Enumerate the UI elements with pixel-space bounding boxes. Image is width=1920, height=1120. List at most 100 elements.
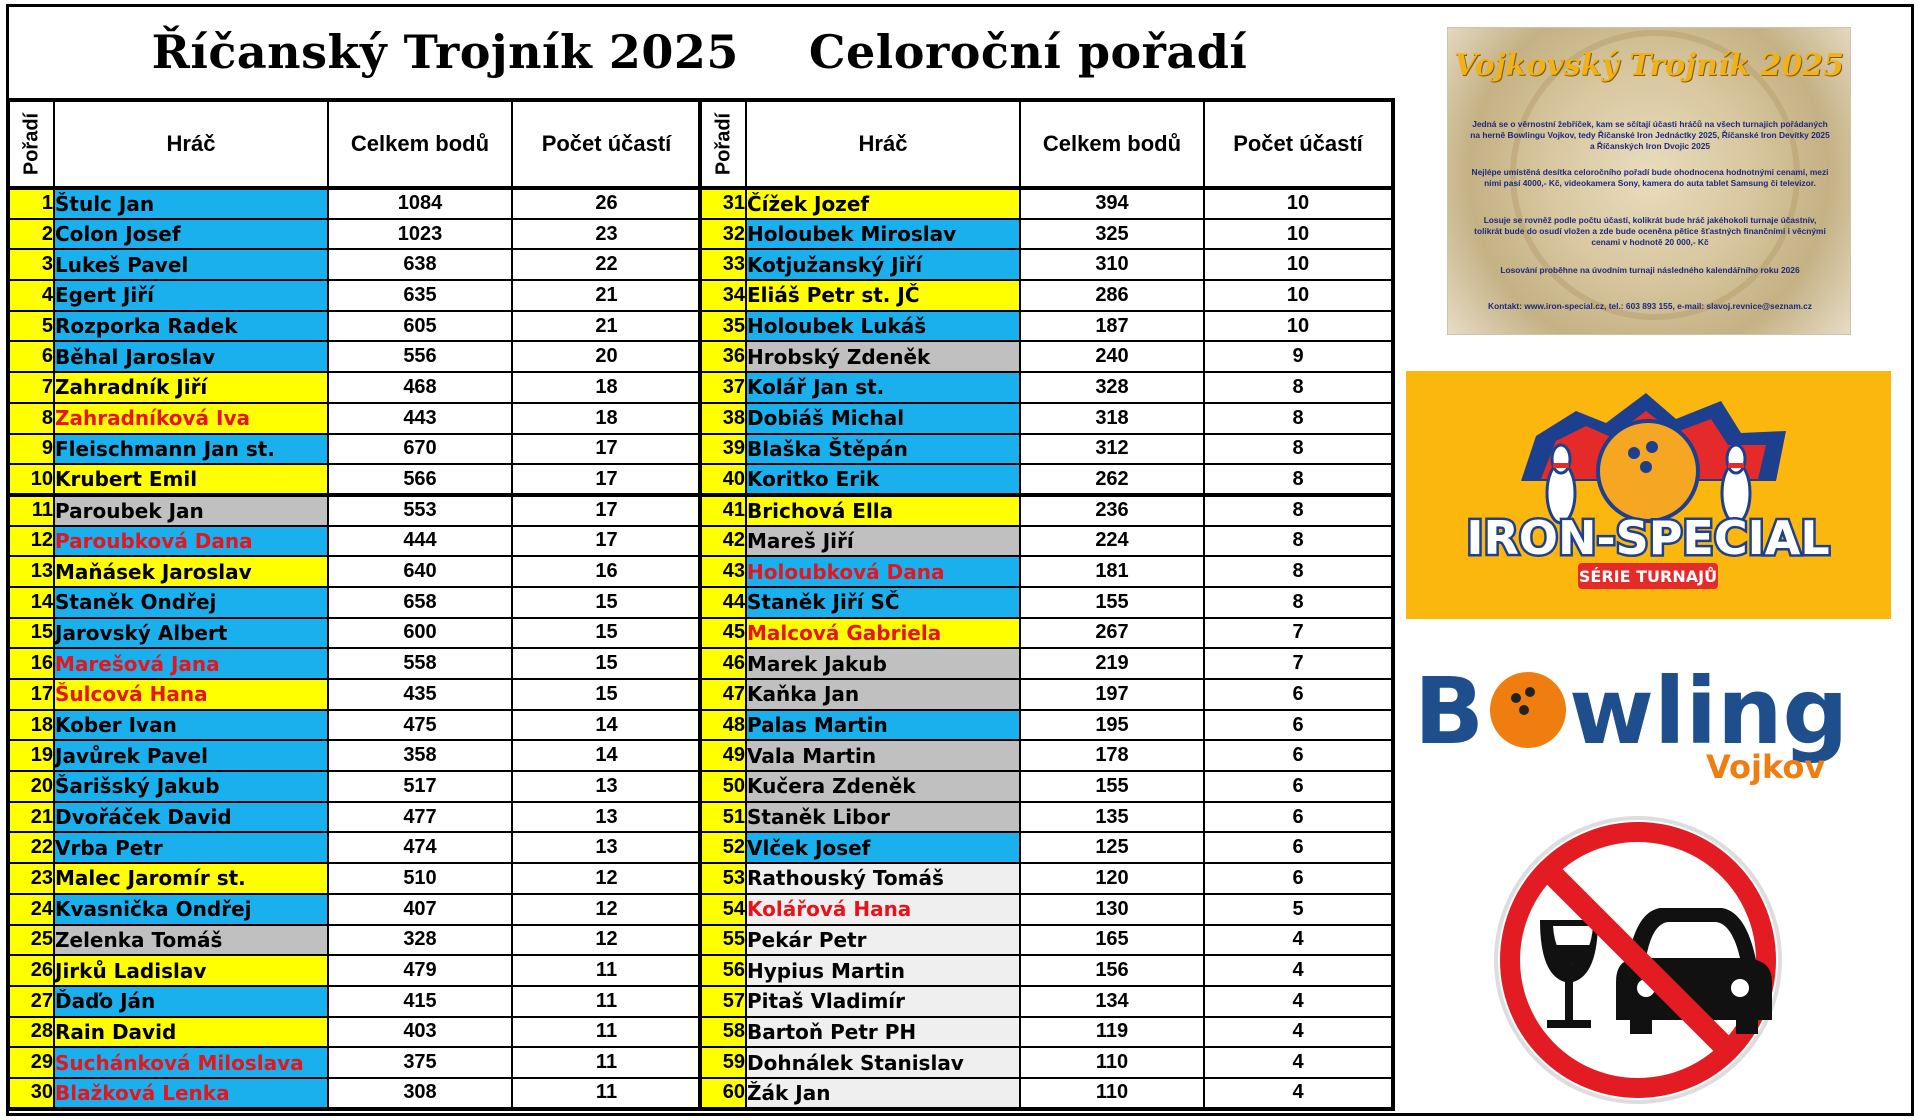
flyer-title: Vojkovský Trojník 2025	[1454, 48, 1844, 83]
rank-cell: 8	[7, 401, 55, 435]
player-name-cell: Paroubek Jan	[53, 492, 329, 527]
player-column-header: Hráč	[53, 98, 329, 190]
wine-glass-icon	[1540, 920, 1598, 1028]
count-cell: 4	[1203, 984, 1394, 1018]
table-row: 17 Šulcová Hana 435 15	[7, 678, 702, 711]
player-name-cell: Rain David	[53, 1015, 329, 1049]
table-row: 42 Mareš Jiří 224 8	[699, 524, 1394, 558]
table-row: 20 Šarišský Jakub 517 13	[7, 770, 702, 803]
table-row: 2 Colon Josef 1023 23	[7, 217, 702, 251]
page-title: Říčanský Trojník 2025 Celoroční pořadí	[6, 4, 1393, 100]
points-cell: 262	[1019, 463, 1205, 496]
table-row: 43 Holoubková Dana 181 8	[699, 555, 1394, 588]
player-name-cell: Malec Jaromír st.	[53, 862, 329, 895]
rank-cell: 6	[7, 340, 55, 374]
rank-cell: 59	[699, 1046, 747, 1079]
rank-cell: 52	[699, 831, 747, 865]
count-cell: 23	[511, 217, 702, 251]
count-cell: 26	[511, 187, 702, 220]
player-name-cell: Běhal Jaroslav	[53, 340, 329, 374]
iron-special-logo-graphic: IRON-SPECIAL SÉRIE TURNAJŮ	[1464, 393, 1832, 589]
player-name-cell: Suchánková Miloslava	[53, 1046, 329, 1079]
player-name-cell: Koritko Erik	[745, 463, 1021, 496]
count-cell: 13	[511, 831, 702, 865]
player-name-cell: Zelenka Tomáš	[53, 923, 329, 957]
player-name-cell: Maňásek Jaroslav	[53, 555, 329, 588]
rank-cell: 46	[699, 647, 747, 680]
table-row: 33 Kotjužanský Jiří 310 10	[699, 248, 1394, 282]
count-cell: 17	[511, 463, 702, 496]
rank-column-header: Pořadí	[699, 98, 747, 190]
bowling-letters-rest: wling	[1569, 658, 1848, 765]
car-icon	[1616, 908, 1772, 1034]
player-name-cell: Šarišský Jakub	[53, 770, 329, 803]
rank-cell: 48	[699, 708, 747, 742]
player-name-cell: Kolář Jan st.	[745, 371, 1021, 404]
points-cell: 553	[327, 492, 513, 527]
table-row: 54 Kolářová Hana 130 5	[699, 892, 1394, 926]
count-cell: 22	[511, 248, 702, 282]
rank-cell: 38	[699, 401, 747, 435]
rank-cell: 32	[699, 217, 747, 251]
points-column-header: Celkem bodů	[1019, 98, 1205, 190]
flyer-paragraph: Losuje se rovněž podle počtu účastí, kol…	[1474, 215, 1826, 247]
points-cell: 120	[1019, 862, 1205, 895]
count-cell: 11	[511, 1046, 702, 1079]
points-cell: 134	[1019, 984, 1205, 1018]
points-cell: 1084	[327, 187, 513, 220]
points-cell: 195	[1019, 708, 1205, 742]
points-cell: 468	[327, 371, 513, 404]
table-row: 28 Rain David 403 11	[7, 1015, 702, 1049]
table-row: 58 Bartoň Petr PH 119 4	[699, 1015, 1394, 1049]
rank-cell: 27	[7, 984, 55, 1018]
points-cell: 474	[327, 831, 513, 865]
table-row: 57 Pitaš Vladimír 134 4	[699, 984, 1394, 1018]
table-header-row: Pořadí Hráč Celkem bodů Počet účastí	[699, 98, 1394, 190]
count-cell: 4	[1203, 1046, 1394, 1079]
points-cell: 187	[1019, 309, 1205, 343]
rank-cell: 60	[699, 1076, 747, 1110]
rank-column-header: Pořadí	[7, 98, 55, 190]
flyer-contact: Kontakt: www.iron-special.cz, tel.: 603 …	[1488, 301, 1812, 311]
rank-cell: 12	[7, 524, 55, 558]
table-row: 12 Paroubková Dana 444 17	[7, 524, 702, 558]
points-cell: 125	[1019, 831, 1205, 865]
bowling-ball-icon	[1490, 672, 1566, 748]
table-row: 14 Staněk Ondřej 658 15	[7, 585, 702, 619]
points-cell: 635	[327, 279, 513, 312]
rank-cell: 24	[7, 892, 55, 926]
count-cell: 17	[511, 492, 702, 527]
bowling-place: Vojkov	[1706, 748, 1825, 786]
count-cell: 8	[1203, 492, 1394, 527]
points-cell: 130	[1019, 892, 1205, 926]
table-row: 51 Staněk Libor 135 6	[699, 800, 1394, 834]
points-cell: 197	[1019, 678, 1205, 711]
table-row: 50 Kučera Zdeněk 155 6	[699, 770, 1394, 803]
points-cell: 375	[327, 1046, 513, 1079]
table-row: 18 Kober Ivan 475 14	[7, 708, 702, 742]
rank-cell: 58	[699, 1015, 747, 1049]
table-row: 40 Koritko Erik 262 8	[699, 463, 1394, 496]
table-row: 13 Maňásek Jaroslav 640 16	[7, 555, 702, 588]
table-row: 47 Kaňka Jan 197 6	[699, 678, 1394, 711]
points-cell: 640	[327, 555, 513, 588]
points-cell: 358	[327, 739, 513, 773]
count-cell: 10	[1203, 217, 1394, 251]
points-cell: 443	[327, 401, 513, 435]
count-cell: 10	[1203, 248, 1394, 282]
table-row: 6 Běhal Jaroslav 556 20	[7, 340, 702, 374]
count-cell: 14	[511, 708, 702, 742]
points-cell: 517	[327, 770, 513, 803]
table-row: 56 Hypius Martin 156 4	[699, 954, 1394, 987]
table-row: 34 Eliáš Petr st. JČ 286 10	[699, 279, 1394, 312]
rank-cell: 1	[7, 187, 55, 220]
rank-cell: 55	[699, 923, 747, 957]
points-cell: 600	[327, 616, 513, 650]
player-name-cell: Kolářová Hana	[745, 892, 1021, 926]
count-column-header: Počet účastí	[1203, 98, 1394, 190]
vojkov-trojnik-flyer: Vojkovský Trojník 2025 Jedná se o věrnos…	[1447, 27, 1851, 335]
count-cell: 8	[1203, 524, 1394, 558]
title-subtitle: Celoroční pořadí	[808, 25, 1248, 79]
player-name-cell: Hrobský Zdeněk	[745, 340, 1021, 374]
count-cell: 8	[1203, 555, 1394, 588]
